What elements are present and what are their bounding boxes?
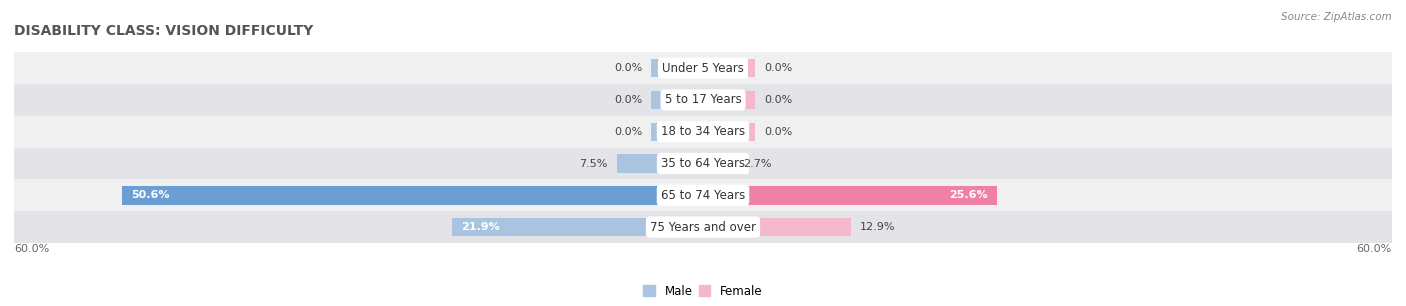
- Bar: [703, 186, 997, 204]
- Legend: Male, Female: Male, Female: [638, 280, 768, 302]
- Text: 75 Years and over: 75 Years and over: [650, 221, 756, 233]
- Bar: [14, 211, 1392, 243]
- Text: 60.0%: 60.0%: [14, 244, 49, 254]
- Text: 2.7%: 2.7%: [744, 159, 772, 169]
- Text: 21.9%: 21.9%: [461, 222, 499, 232]
- Text: 0.0%: 0.0%: [763, 95, 792, 105]
- Bar: [617, 154, 703, 173]
- Text: 50.6%: 50.6%: [131, 190, 170, 200]
- Text: 18 to 34 Years: 18 to 34 Years: [661, 125, 745, 138]
- Bar: [14, 147, 1392, 179]
- Bar: [703, 59, 755, 77]
- Bar: [651, 122, 703, 141]
- Bar: [451, 218, 703, 236]
- Text: 12.9%: 12.9%: [860, 222, 896, 232]
- Text: DISABILITY CLASS: VISION DIFFICULTY: DISABILITY CLASS: VISION DIFFICULTY: [14, 24, 314, 38]
- Bar: [14, 179, 1392, 211]
- Bar: [651, 59, 703, 77]
- Bar: [703, 122, 755, 141]
- Text: 25.6%: 25.6%: [949, 190, 988, 200]
- Text: 7.5%: 7.5%: [579, 159, 607, 169]
- Text: 0.0%: 0.0%: [614, 63, 643, 73]
- Bar: [122, 186, 703, 204]
- Text: 35 to 64 Years: 35 to 64 Years: [661, 157, 745, 170]
- Text: 60.0%: 60.0%: [1357, 244, 1392, 254]
- Bar: [703, 218, 851, 236]
- Bar: [651, 91, 703, 109]
- Text: Source: ZipAtlas.com: Source: ZipAtlas.com: [1281, 12, 1392, 22]
- Text: 65 to 74 Years: 65 to 74 Years: [661, 189, 745, 202]
- Text: Under 5 Years: Under 5 Years: [662, 62, 744, 75]
- Bar: [14, 52, 1392, 84]
- Bar: [703, 154, 734, 173]
- Text: 0.0%: 0.0%: [763, 127, 792, 137]
- Text: 5 to 17 Years: 5 to 17 Years: [665, 93, 741, 106]
- Bar: [14, 84, 1392, 116]
- Bar: [703, 91, 755, 109]
- Bar: [14, 116, 1392, 147]
- Text: 0.0%: 0.0%: [614, 127, 643, 137]
- Text: 0.0%: 0.0%: [614, 95, 643, 105]
- Text: 0.0%: 0.0%: [763, 63, 792, 73]
